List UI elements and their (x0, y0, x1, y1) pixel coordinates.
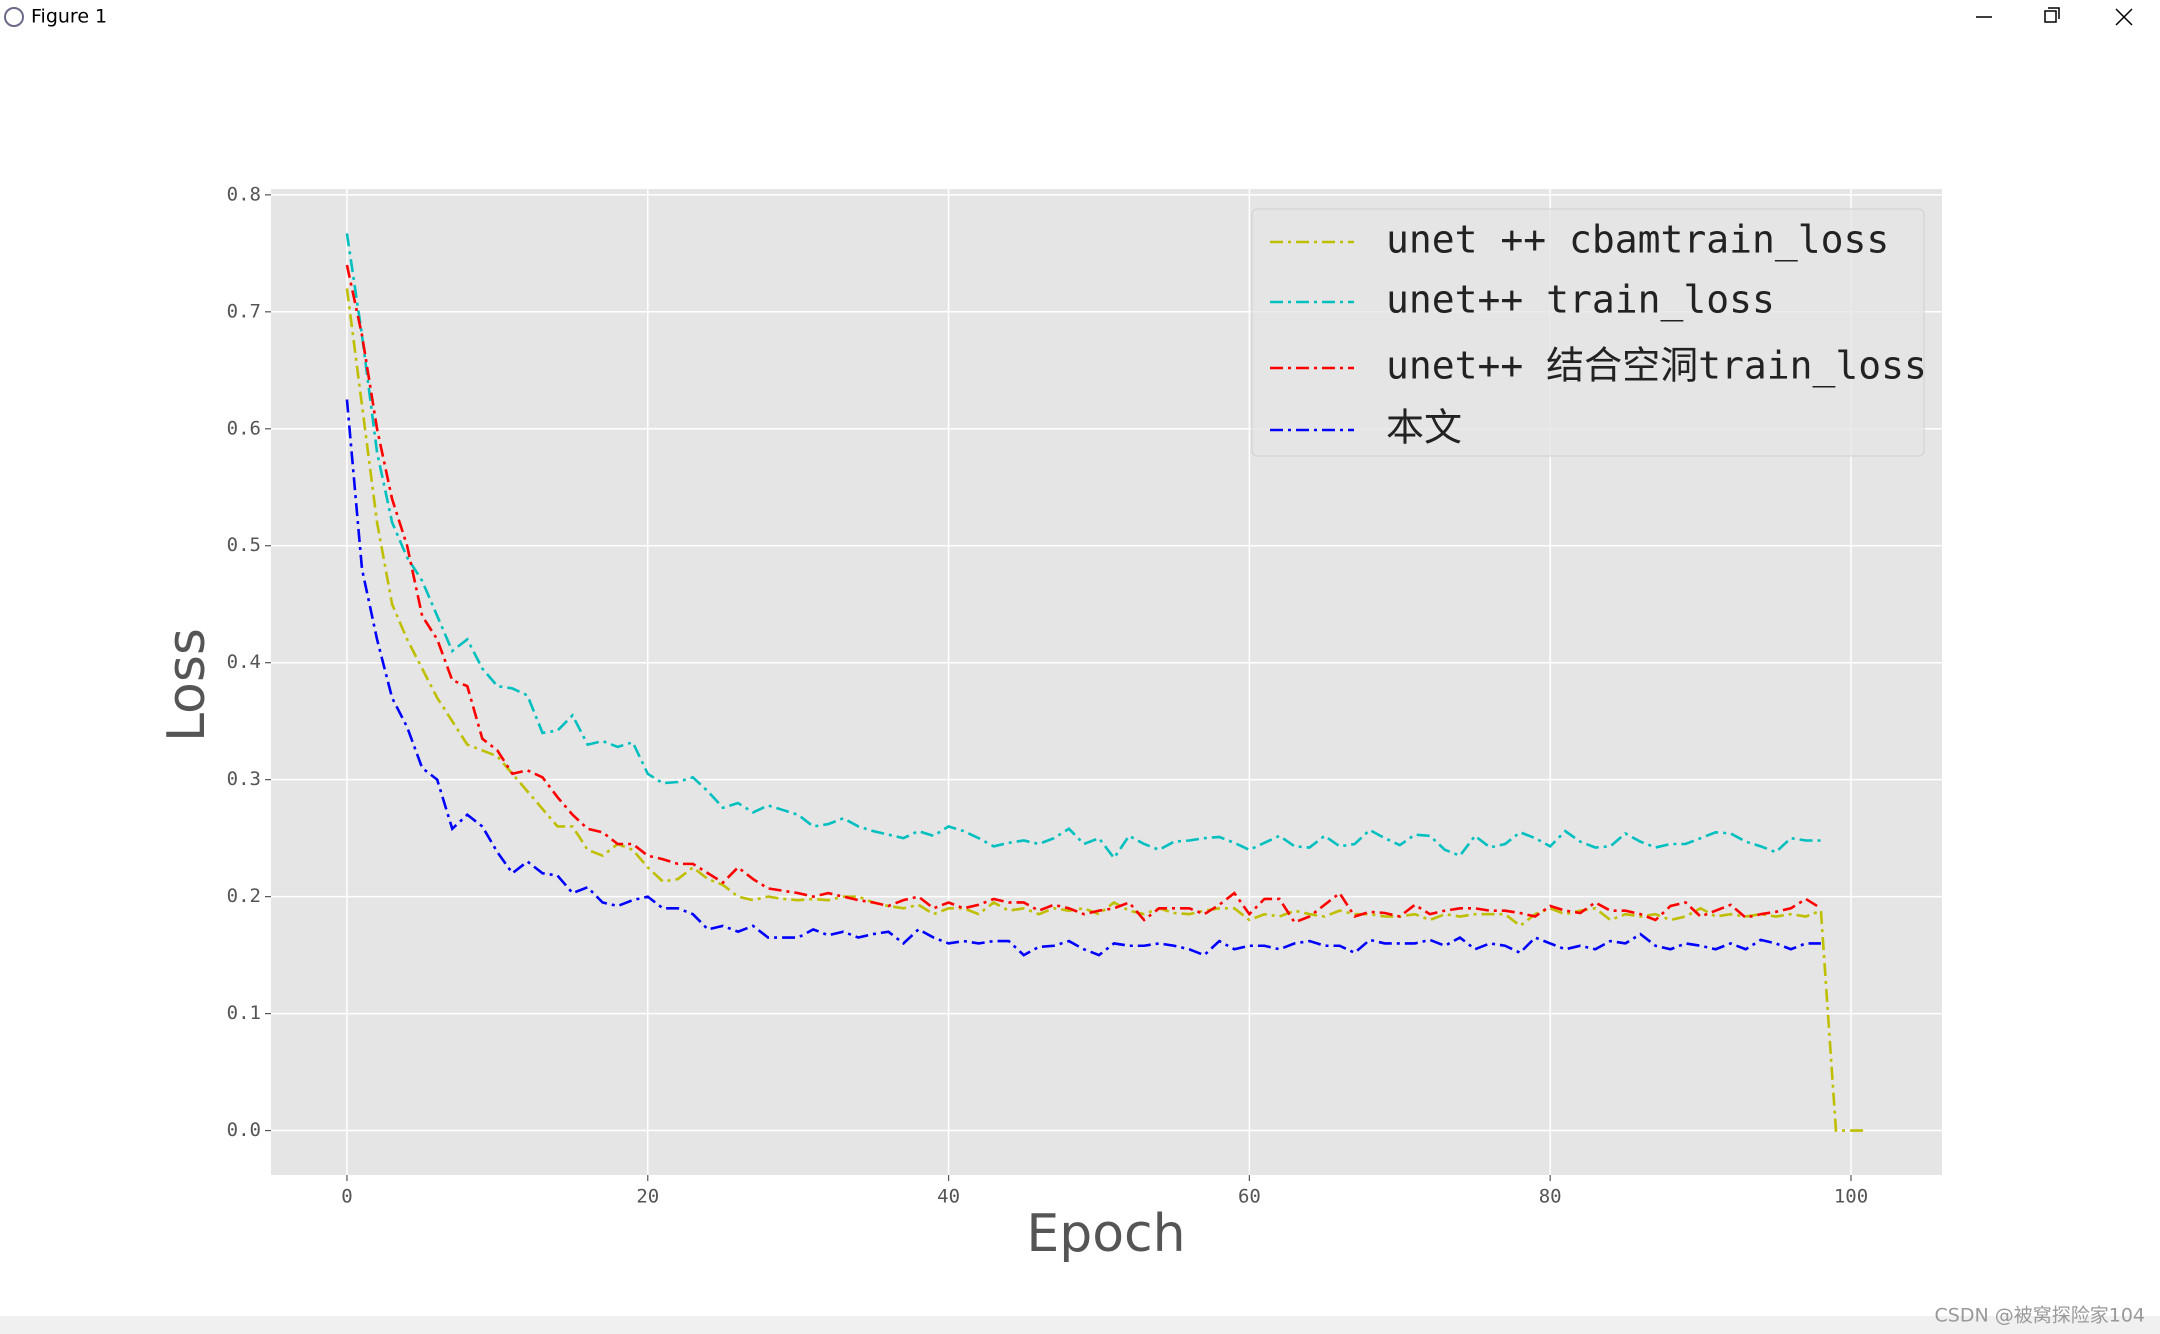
x-tick-label: 100 (1834, 1186, 1868, 1208)
y-tick-label: 0.8 (227, 183, 261, 205)
app-icon (4, 7, 24, 27)
series-line (345, 288, 1867, 1132)
series-line (345, 399, 1821, 957)
legend-label: unet++ 结合空洞train_loss (1386, 344, 1927, 389)
window-title: Figure 1 (31, 6, 107, 28)
y-tick-label: 0.0 (227, 1119, 261, 1141)
close-button[interactable] (2115, 8, 2133, 26)
y-tick-label: 0.4 (227, 651, 261, 673)
legend-box (1251, 208, 1925, 457)
y-tick-label: 0.5 (227, 534, 261, 556)
x-tick-label: 0 (341, 1186, 352, 1208)
restore-icon (2044, 10, 2057, 23)
y-tick-label: 0.1 (227, 1002, 261, 1024)
legend-label: 本文 (1386, 406, 1462, 450)
x-axis-label: Epoch (1026, 1204, 1185, 1264)
x-tick-label: 80 (1539, 1186, 1562, 1208)
series-line (345, 233, 1821, 861)
x-tick-label: 40 (937, 1186, 960, 1208)
restore-icon (2048, 7, 2060, 19)
y-axis-label: Loss (157, 628, 217, 742)
x-tick-label: 60 (1238, 1186, 1261, 1208)
watermark: CSDN @被窝探险家104 (1935, 1305, 2145, 1327)
x-tick-label: 20 (636, 1186, 659, 1208)
y-tick-label: 0.6 (227, 417, 261, 439)
legend-label: unet ++ cbamtrain_loss (1386, 218, 1889, 263)
legend-label: unet++ train_loss (1386, 278, 1775, 323)
plot: 0.0 0.1 0.2 0.3 0.4 0.5 0.6 0.7 0.8 0 20 40 60 80 100 u… (227, 183, 1942, 1208)
toolbar (0, 1316, 2160, 1334)
y-tick-label: 0.7 (227, 300, 261, 322)
y-tick-label: 0.2 (227, 885, 261, 907)
series-line (345, 264, 1822, 924)
y-tick-label: 0.3 (227, 768, 261, 790)
legend: unet ++ cbamtrain_loss unet++ train_lossu… (1251, 208, 1927, 457)
restore-button[interactable] (2044, 7, 2060, 23)
